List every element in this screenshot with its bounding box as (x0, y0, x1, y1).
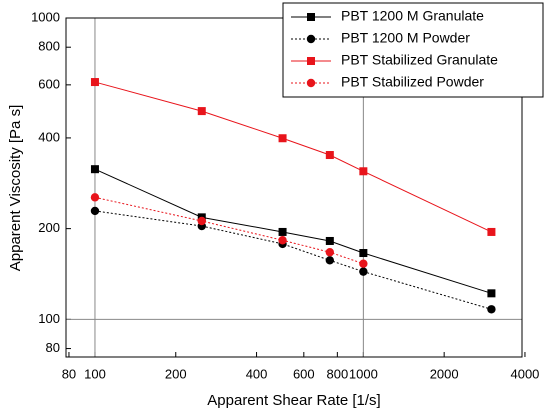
marker (306, 78, 316, 88)
marker (359, 167, 368, 176)
y-tick-label: 100 (38, 311, 60, 326)
marker (487, 227, 496, 236)
marker (197, 107, 206, 116)
y-tick-label: 1000 (31, 9, 60, 24)
x-tick-label: 600 (293, 366, 315, 381)
series-line (94, 81, 492, 233)
marker (90, 165, 99, 174)
legend-label: PBT Stabilized Granulate (341, 52, 498, 68)
marker (359, 259, 368, 268)
x-tick-label: 200 (165, 366, 187, 381)
series-line (94, 210, 492, 310)
x-tick-label: 2000 (430, 366, 459, 381)
marker (278, 227, 287, 236)
marker (325, 256, 335, 265)
marker (325, 236, 334, 245)
legend-box (282, 2, 544, 98)
x-axis-label: Apparent Shear Rate [1/s] (207, 392, 380, 409)
marker (90, 78, 99, 87)
legend: PBT 1200 M Granulate PBT 1200 M Powder PBT… (282, 2, 544, 98)
legend-label: PBT 1200 M Granulate (341, 8, 484, 24)
x-tick-label: 100 (84, 366, 106, 381)
marker (487, 289, 496, 298)
legend-label: PBT Stabilized Powder (341, 74, 484, 90)
marker (197, 216, 206, 226)
x-tick-label: 800 (326, 366, 348, 381)
marker (278, 236, 287, 245)
y-tick-label: 200 (38, 220, 60, 235)
series-line (94, 168, 492, 294)
y-tick-label: 800 (38, 39, 60, 54)
marker (306, 34, 316, 44)
marker (325, 151, 334, 160)
x-tick-label: 80 (62, 366, 76, 381)
x-tick-label: 400 (246, 366, 268, 381)
y-tick-label: 600 (38, 76, 60, 91)
marker (90, 206, 100, 216)
y-tick-label: 80 (46, 340, 60, 355)
marker (90, 193, 100, 202)
marker (359, 249, 368, 258)
legend-label: PBT 1200 M Powder (341, 30, 470, 46)
series-line (94, 196, 364, 265)
x-tick-label: 4000 (510, 366, 539, 381)
marker (307, 57, 315, 65)
marker (307, 13, 315, 21)
x-tick-label: 1000 (349, 366, 378, 381)
y-tick-label: 400 (38, 129, 60, 144)
marker (359, 267, 368, 276)
marker (325, 248, 335, 257)
marker (487, 305, 496, 314)
y-axis-label: Apparent Viscosity [Pa s] (7, 105, 24, 271)
marker (278, 134, 287, 143)
